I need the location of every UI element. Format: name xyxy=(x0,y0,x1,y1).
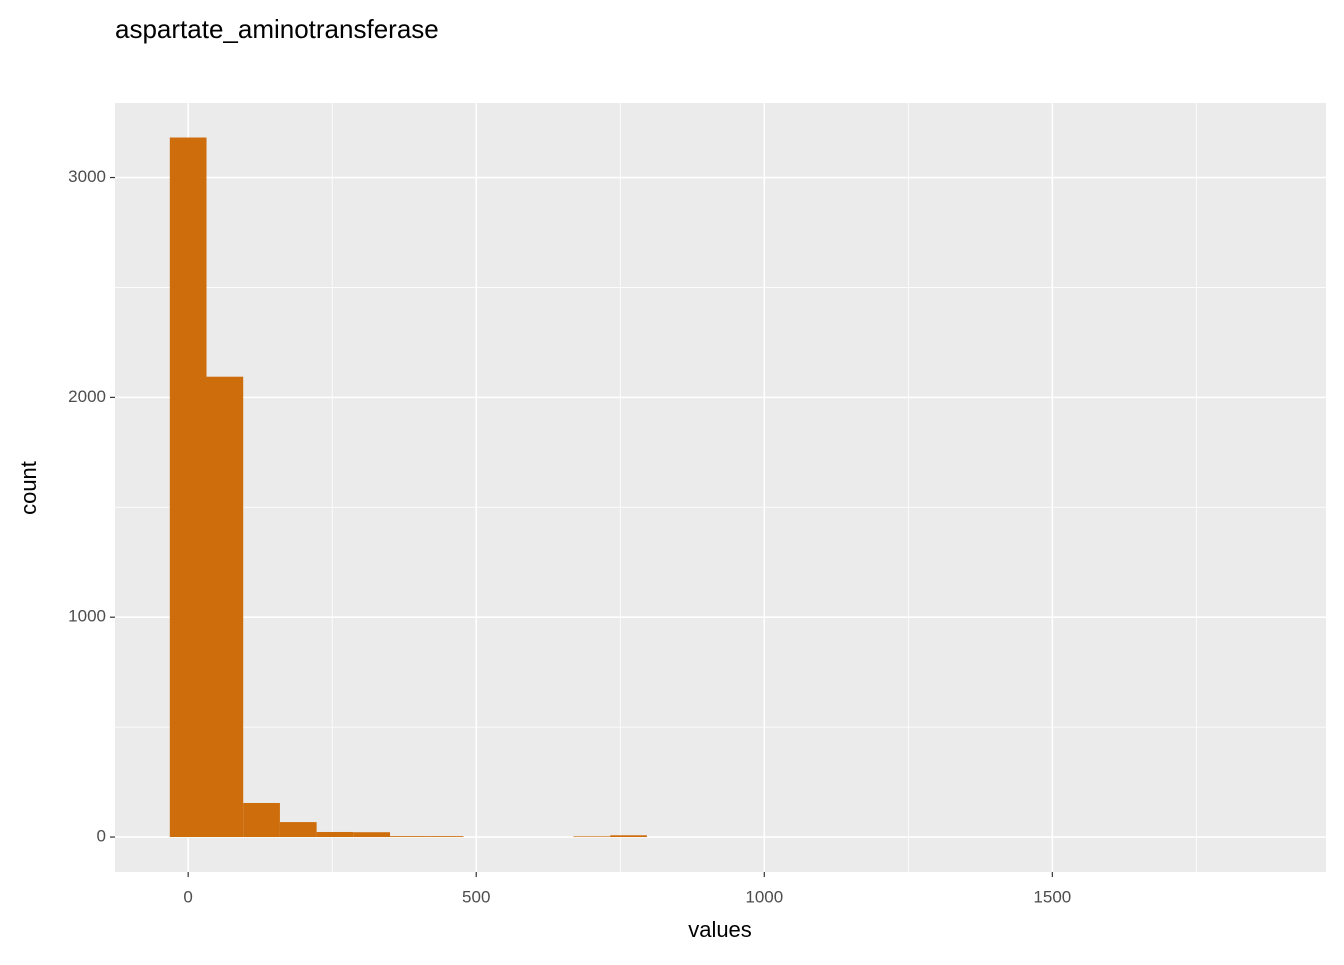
bars xyxy=(169,137,647,838)
x-tick-label: 500 xyxy=(462,887,490,906)
x-tick-label: 1000 xyxy=(745,887,783,906)
panel xyxy=(115,103,1326,872)
y-tick-label: 0 xyxy=(97,827,106,846)
x-axis-title: values xyxy=(688,917,752,942)
x-tick-label: 1500 xyxy=(1033,887,1071,906)
bar xyxy=(206,376,244,838)
bar xyxy=(316,831,354,838)
bar xyxy=(243,802,280,838)
bar xyxy=(610,835,647,838)
bar xyxy=(390,836,427,838)
y-tick-label: 3000 xyxy=(68,167,106,186)
chart-title: aspartate_aminotransferase xyxy=(115,14,439,44)
bar xyxy=(169,137,207,838)
bar xyxy=(279,822,317,838)
bar xyxy=(353,832,391,838)
y-tick-label: 2000 xyxy=(68,387,106,406)
y-axis-title: count xyxy=(16,461,41,515)
bar xyxy=(573,836,611,838)
x-tick-label: 0 xyxy=(183,887,192,906)
y-tick-label: 1000 xyxy=(68,607,106,626)
bar xyxy=(426,836,464,838)
